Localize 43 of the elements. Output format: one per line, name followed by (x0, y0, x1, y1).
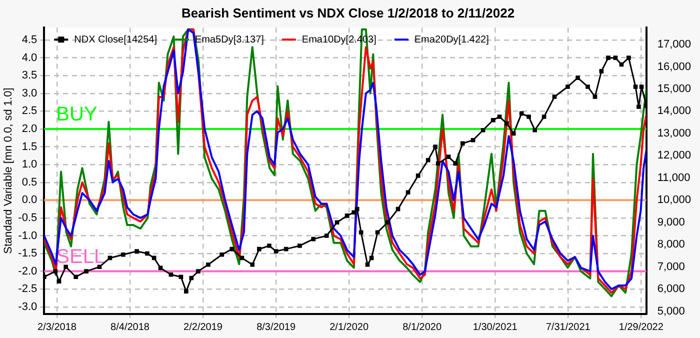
y2-tick-label: 14,000 (657, 105, 692, 118)
y2-tick-label: 11,000 (657, 172, 690, 184)
y-tick-label: 0.5 (22, 176, 38, 188)
y-tick-label: 3.5 (22, 70, 38, 82)
y2-tick-label: 12,000 (657, 150, 692, 162)
y-tick-label: 1.0 (22, 158, 38, 171)
y-tick-label: 0.0 (22, 194, 38, 206)
y-tick-label: -0.5 (18, 212, 38, 224)
y2-tick-label: 16,000 (657, 60, 692, 73)
y2-tick-label: 9,000 (657, 216, 685, 228)
y-tick-label: -2.5 (18, 283, 38, 296)
x-tick-label: 2/3/2018 (38, 322, 77, 333)
legend-label: Ema20Dy[1.422] (414, 34, 490, 46)
x-tick-label: 2/1/2020 (330, 322, 369, 333)
x-tick-label: 1/30/2021 (472, 322, 518, 333)
y-tick-label: -2.0 (18, 265, 38, 278)
y2-tick-label: 5,000 (657, 305, 685, 318)
y2-tick-label: 17,000 (657, 38, 692, 51)
y2-tick-label: 15,000 (657, 83, 692, 96)
y-tick-label: 4.0 (22, 52, 38, 64)
y2-tick-label: 7,000 (657, 260, 685, 273)
y-axis-title: Standard Variable [mn 0.0, sd 1.0] (2, 88, 15, 254)
x-tick-label: 8/3/2019 (256, 322, 296, 333)
x-tick-label: 8/4/2018 (110, 322, 150, 333)
y-tick-label: -1.5 (18, 248, 38, 260)
ref-line-label: BUY (56, 104, 98, 126)
y2-tick-label: 13,000 (657, 127, 692, 140)
y-tick-label: -3.0 (18, 300, 38, 313)
y-tick-label: 3.0 (22, 87, 38, 100)
y-tick-label: 2.0 (22, 123, 38, 136)
y2-tick-label: 10,000 (657, 194, 692, 206)
chart-title: Bearish Sentiment vs NDX Close 1/2/2018 to 2/11/2022 (181, 5, 515, 20)
y-tick-label: -1.0 (18, 230, 38, 242)
y2-tick-label: 8,000 (657, 238, 685, 251)
y2-tick-label: 6,000 (657, 283, 685, 296)
y-tick-label: 1.5 (22, 140, 38, 153)
x-tick-label: 2/2/2019 (184, 322, 223, 333)
x-tick-label: 8/1/2020 (402, 322, 442, 333)
x-tick-label: 7/31/2021 (546, 322, 591, 333)
x-tick-label: 1/29/2022 (618, 322, 664, 333)
y-tick-label: 4.5 (22, 34, 38, 46)
y-tick-label: 2.5 (22, 105, 38, 118)
legend-label: NDX Close[14254] (74, 34, 158, 46)
